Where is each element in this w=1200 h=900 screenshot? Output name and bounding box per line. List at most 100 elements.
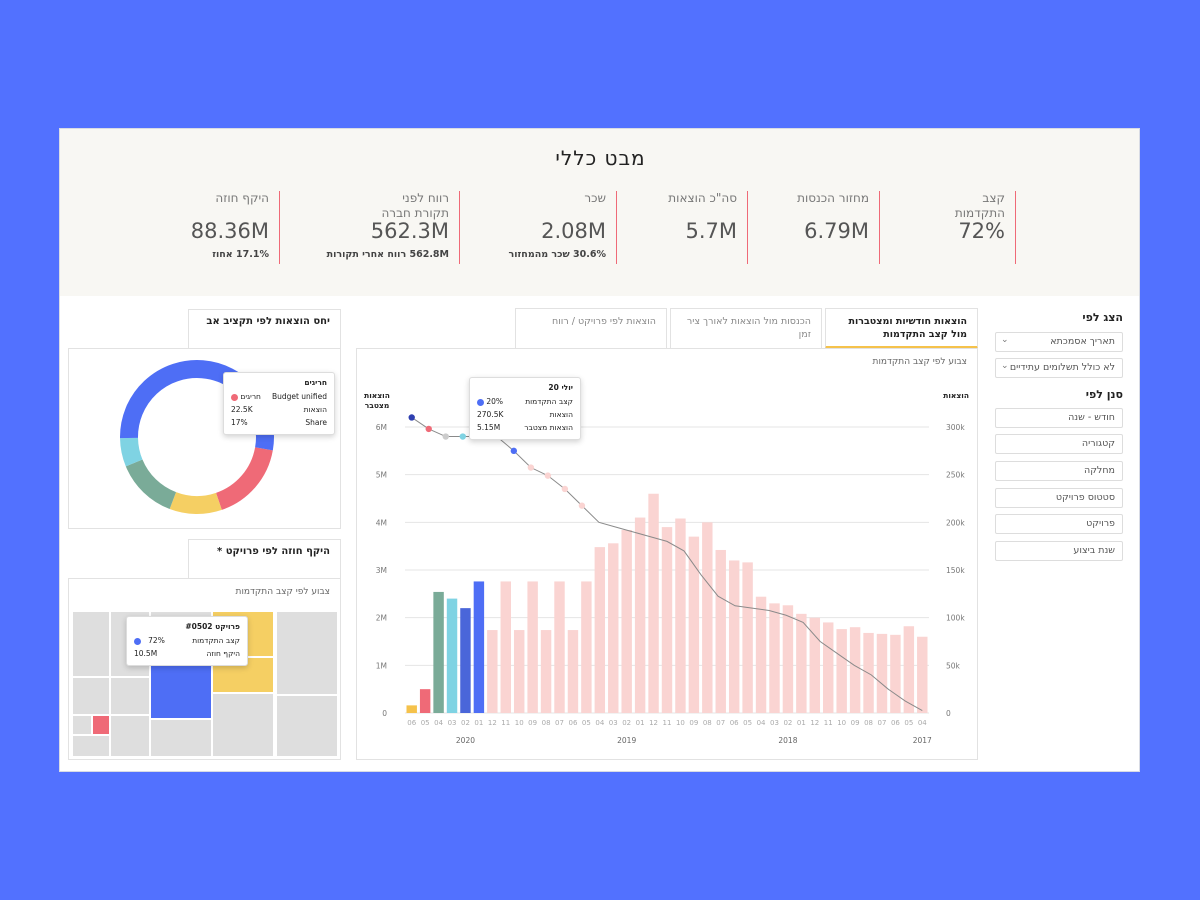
year-label: 2019 — [617, 736, 636, 745]
filter-department[interactable]: מחלקה — [995, 461, 1123, 481]
bar — [648, 493, 659, 713]
filter-by-title: סנן לפי — [1085, 388, 1123, 401]
bar — [473, 581, 485, 713]
tab-expenses-by-project[interactable]: הוצאות לפי פרויקט / רווח — [515, 308, 667, 349]
bar — [527, 581, 538, 713]
tooltip-row-value: 72% — [134, 634, 165, 647]
x-tick-label: 09 — [689, 719, 698, 727]
tooltip-row-label: Budget unified — [271, 392, 327, 401]
right-axis-tick-label: 150k — [946, 566, 965, 575]
x-tick-label: 01 — [797, 719, 806, 727]
donut-title: יחס הוצאות לפי תקציב אב — [206, 316, 330, 327]
bar — [581, 581, 592, 713]
filter-month-year[interactable]: חודש - שנה — [995, 408, 1123, 428]
chart-subtitle: צבוע לפי קצב התקדמות — [872, 357, 967, 367]
bar — [823, 622, 834, 713]
bar — [890, 634, 901, 713]
left-axis-tick-label: 3M — [376, 566, 387, 575]
treemap-cell[interactable] — [93, 716, 109, 734]
filter-execution-year[interactable]: שנת ביצוע — [995, 541, 1123, 561]
kpi-value: 88.36M — [190, 219, 269, 243]
treemap-cell[interactable] — [73, 678, 109, 714]
kpi-label: קצב התקדמות — [954, 191, 1005, 220]
treemap-cell[interactable] — [277, 696, 337, 756]
line-point — [544, 472, 552, 479]
treemap-cell[interactable] — [111, 678, 149, 714]
chevron-down-icon: ⌄ — [1001, 335, 1009, 345]
tooltip-row: Share 17% — [231, 416, 327, 429]
line-point — [527, 464, 535, 471]
filter-category[interactable]: קטגוריה — [995, 434, 1123, 454]
bar — [661, 527, 673, 713]
left-axis-tick-label: 5M — [376, 471, 387, 480]
x-tick-label: 05 — [582, 719, 591, 727]
bar — [540, 630, 552, 713]
x-tick-label: 06 — [891, 719, 900, 727]
filter-label: סטטוס פרויקט — [1055, 492, 1115, 503]
right-axis-tick-label: 200k — [946, 518, 965, 527]
bar — [903, 626, 915, 713]
show-by-title: הצג לפי — [1082, 311, 1123, 324]
donut-tooltip: חריגים Budget unified חריגים הוצאות 22.5… — [223, 372, 335, 435]
tooltip-row-value: 20% — [477, 395, 503, 408]
year-label: 2017 — [913, 736, 932, 745]
x-tick-label: 06 — [730, 719, 739, 727]
x-tick-label: 04 — [434, 719, 443, 727]
treemap-cell[interactable] — [277, 612, 337, 694]
treemap-title: היקף חוזה לפי פרויקט * — [217, 546, 330, 557]
treemap-cell[interactable] — [111, 716, 149, 756]
treemap-cell[interactable] — [73, 612, 109, 676]
bar — [487, 630, 498, 713]
series-dot-icon — [134, 637, 141, 645]
tooltip-title: יולי 20 — [548, 383, 573, 392]
filter-label: חודש - שנה — [1068, 412, 1115, 423]
x-tick-label: 03 — [609, 719, 618, 727]
show-by-payments-select[interactable]: לא כולל תשלומים עתידיים ⌄ — [995, 358, 1123, 378]
tooltip-row-label: הוצאות מצטבר — [524, 423, 573, 432]
bar — [608, 543, 619, 713]
x-tick-label: 04 — [918, 719, 927, 727]
tooltip-row-label: הוצאות — [549, 410, 573, 419]
x-tick-label: 01 — [474, 719, 483, 727]
right-axis-tick-label: 300k — [946, 423, 965, 432]
bar — [715, 549, 726, 713]
right-axis-title: הוצאות — [943, 391, 969, 400]
kpi-value: 562.3M — [370, 219, 449, 243]
x-tick-label: 12 — [488, 719, 497, 727]
tab-label: הוצאות חודשיות ומצטברות מול קצב התקדמות — [848, 316, 967, 340]
right-axis-tick-label: 50k — [946, 661, 961, 670]
treemap-cell[interactable] — [213, 694, 273, 756]
bar — [500, 581, 511, 713]
treemap-cell[interactable] — [73, 736, 109, 756]
year-label: 2018 — [778, 736, 797, 745]
x-tick-label: 03 — [448, 719, 457, 727]
kpi-label: מחזור הכנסות — [797, 191, 869, 205]
x-tick-label: 05 — [743, 719, 752, 727]
show-by-date-select[interactable]: תאריך אסמכתא ⌄ — [995, 332, 1123, 352]
x-tick-label: 11 — [501, 719, 510, 727]
right-axis-tick-label: 250k — [946, 471, 965, 480]
treemap-cell[interactable] — [151, 658, 211, 718]
treemap-cell[interactable] — [151, 720, 211, 756]
tooltip-row: קצב התקדמות 72% — [134, 634, 240, 647]
filter-project[interactable]: פרויקט — [995, 514, 1123, 534]
filter-project-status[interactable]: סטטוס פרויקט — [995, 488, 1123, 508]
x-tick-label: 04 — [757, 719, 766, 727]
kpi-sub: 17.1% אחוז — [212, 249, 269, 260]
donut-segment — [120, 437, 143, 467]
bar — [917, 636, 928, 713]
tab-monthly-cumulative-expenses[interactable]: הוצאות חודשיות ומצטברות מול קצב התקדמות — [825, 308, 978, 349]
bar — [634, 517, 646, 713]
bar — [567, 630, 579, 713]
tooltip-row: הוצאות 22.5K — [231, 403, 327, 416]
kpi-salary: שכר 2.08M 30.6% שכר מהמחזור — [500, 191, 617, 264]
tooltip-row-label: קצב התקדמות — [525, 397, 573, 406]
x-tick-label: 02 — [622, 719, 631, 727]
kpi-label: רווח לפני תקורת חברה — [381, 191, 449, 220]
donut-panel-header: יחס הוצאות לפי תקציב אב — [188, 309, 341, 349]
treemap-cell[interactable] — [73, 716, 91, 734]
tooltip-title: חריגים — [304, 378, 327, 387]
x-tick-label: 10 — [676, 719, 685, 727]
tab-revenue-vs-expenses[interactable]: הכנסות מול הוצאות לאורך ציר זמן — [670, 308, 822, 349]
year-label: 2020 — [456, 736, 475, 745]
